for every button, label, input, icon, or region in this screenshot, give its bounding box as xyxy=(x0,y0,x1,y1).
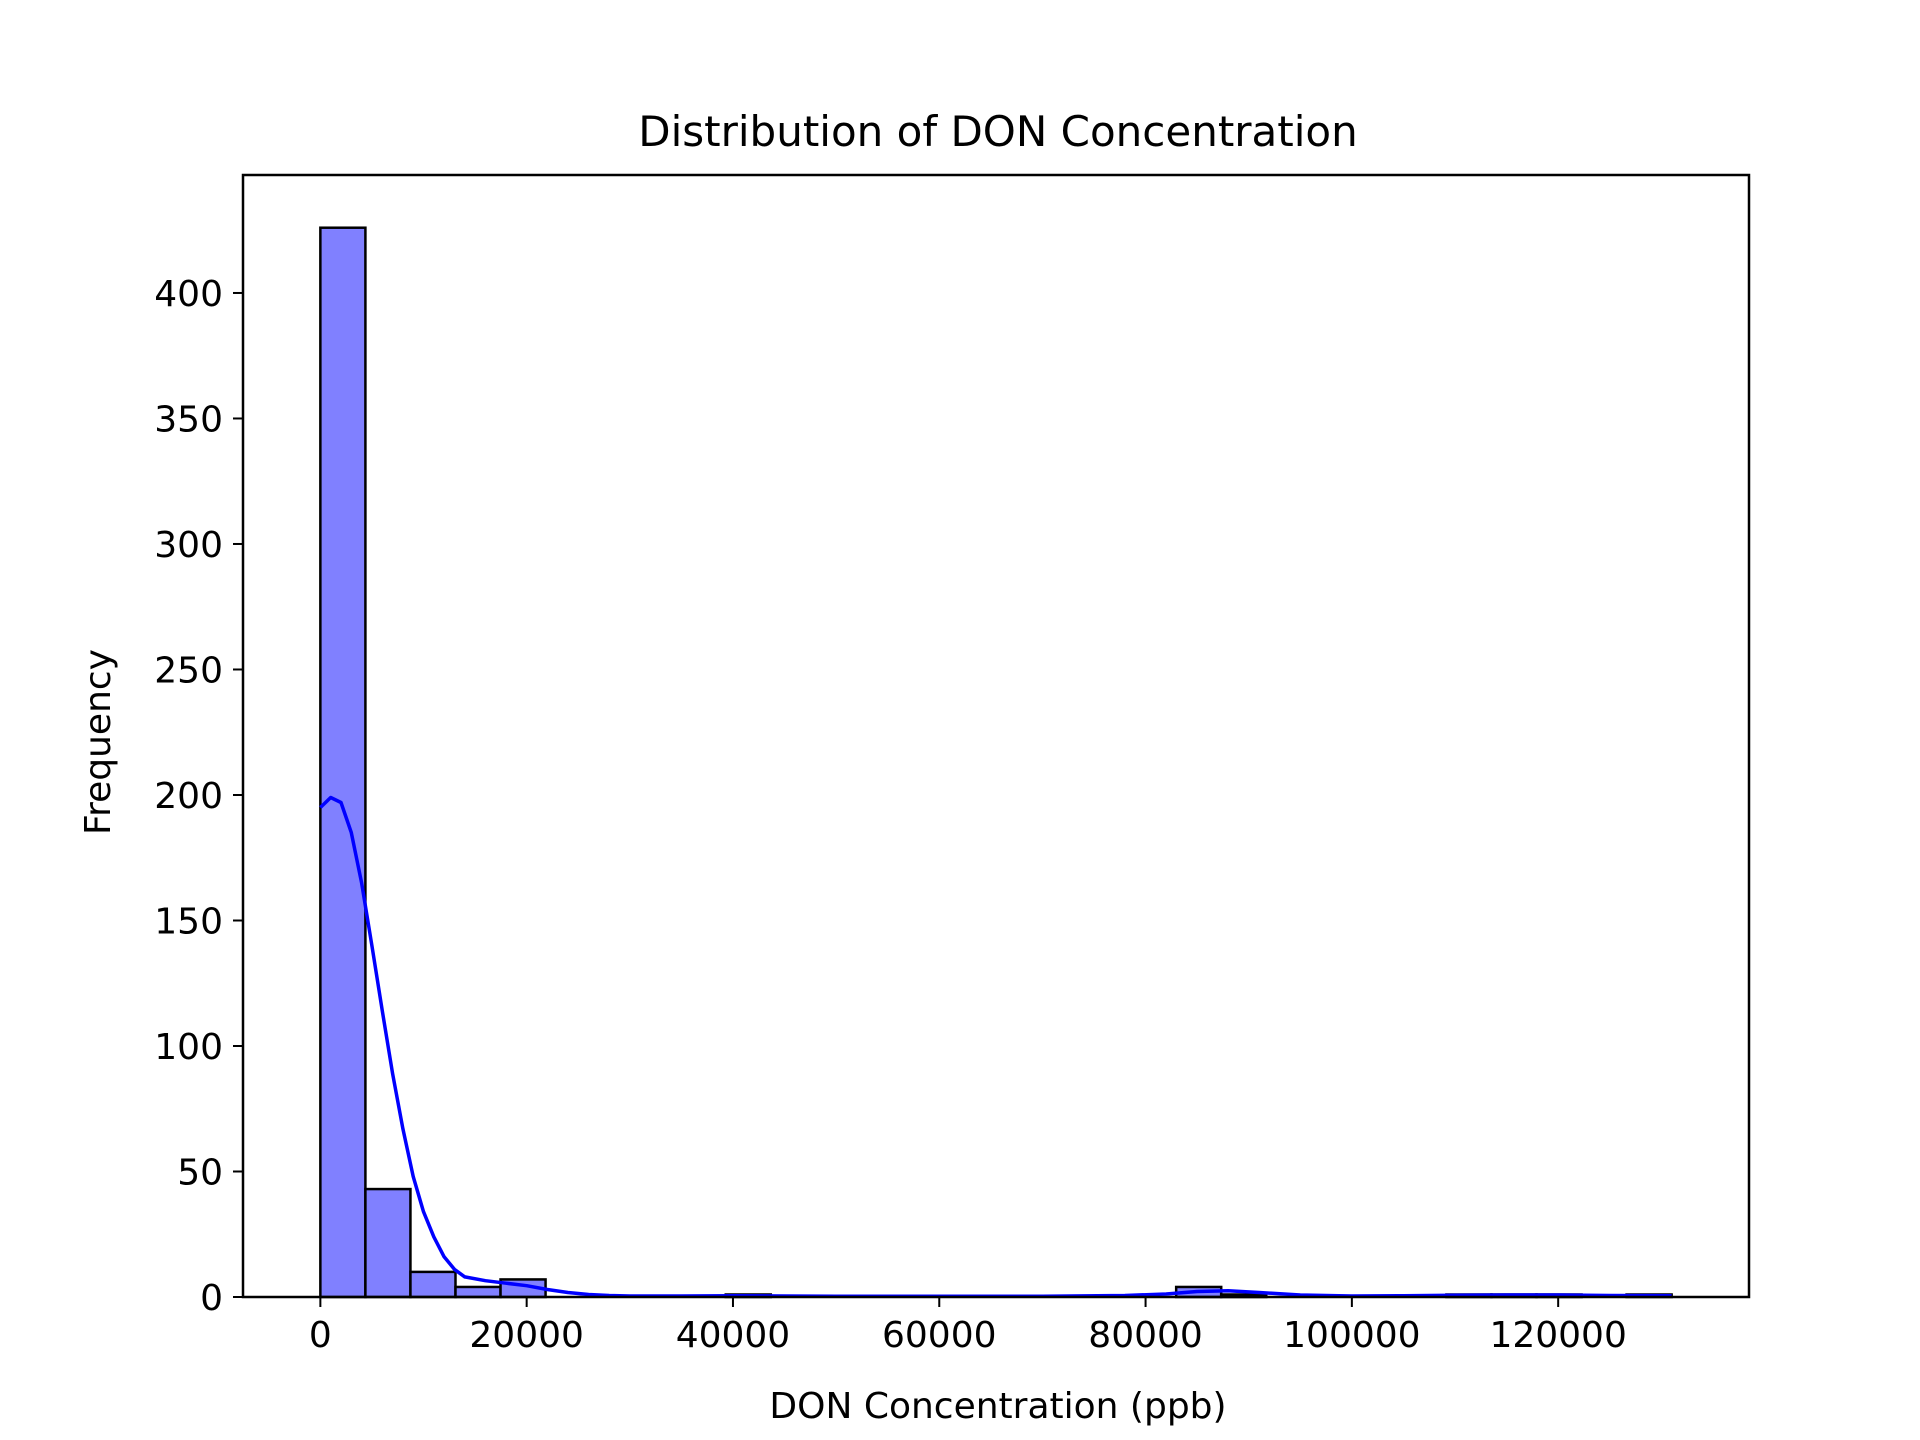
y-tick-label: 150 xyxy=(154,901,223,942)
kde-curve xyxy=(319,795,1672,1298)
y-tick-label: 250 xyxy=(154,650,223,691)
x-tick-label: 0 xyxy=(309,1315,332,1356)
y-tick-label: 350 xyxy=(154,399,223,440)
histogram-bars xyxy=(319,226,1673,1299)
y-tick-label: 400 xyxy=(154,274,223,315)
y-tick-label: 300 xyxy=(154,525,223,566)
y-tick-label: 50 xyxy=(177,1152,223,1193)
histogram-bar xyxy=(409,1270,457,1299)
y-axis-ticks: 0 50 100 150 200 250 300 350 400 xyxy=(154,274,243,1319)
x-tick-label: 60000 xyxy=(882,1315,997,1356)
kde-curve-group xyxy=(319,795,1672,1298)
x-tick-label: 20000 xyxy=(469,1315,584,1356)
y-axis-label: Frequency xyxy=(78,649,119,835)
y-tick-label: 0 xyxy=(200,1278,223,1319)
x-tick-label: 40000 xyxy=(676,1315,791,1356)
histogram-bar xyxy=(364,1187,412,1299)
y-tick-label: 100 xyxy=(154,1027,223,1068)
x-tick-label: 80000 xyxy=(1088,1315,1203,1356)
plot-area-frame xyxy=(241,173,1751,1299)
chart-title: Distribution of DON Concentration xyxy=(638,107,1358,156)
histogram-bar xyxy=(319,226,367,1299)
x-axis-label: DON Concentration (ppb) xyxy=(769,1386,1226,1427)
x-axis-ticks: 0 20000 40000 60000 80000 100000 120000 xyxy=(309,1297,1627,1356)
histogram-bar xyxy=(454,1285,502,1299)
y-tick-label: 200 xyxy=(154,776,223,817)
x-tick-label: 100000 xyxy=(1283,1315,1420,1356)
x-tick-label: 120000 xyxy=(1489,1315,1626,1356)
